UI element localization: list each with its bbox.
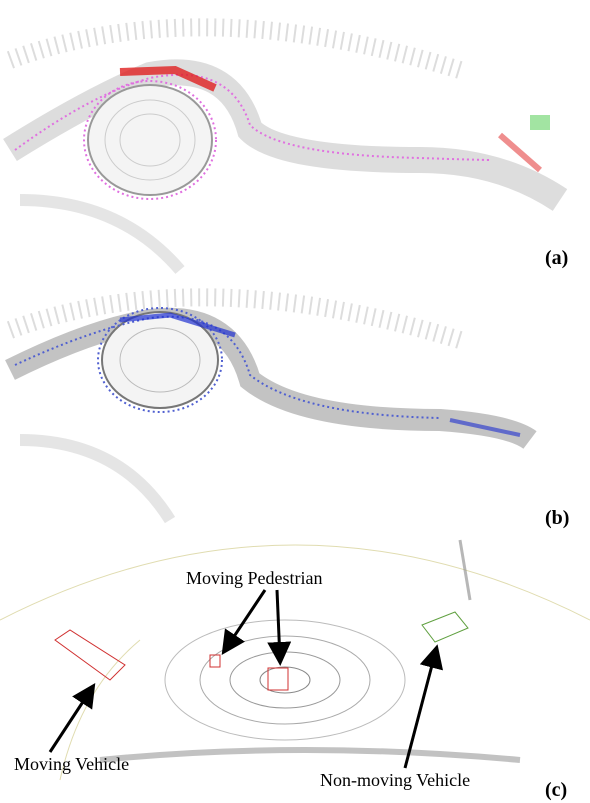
panel-label: (a) — [545, 247, 568, 269]
panel-label: (c) — [545, 779, 567, 801]
annotation: Moving Pedestrian — [186, 568, 323, 588]
annotation: Non-moving Vehicle — [320, 770, 470, 790]
panel-b-image — [10, 297, 530, 520]
figure: (a) (b) (c) Moving Pedestrian Moving Veh… — [0, 0, 590, 803]
panel-label: (b) — [545, 507, 569, 529]
annotation: Moving Vehicle — [14, 754, 129, 774]
panel-a-image — [0, 0, 590, 275]
